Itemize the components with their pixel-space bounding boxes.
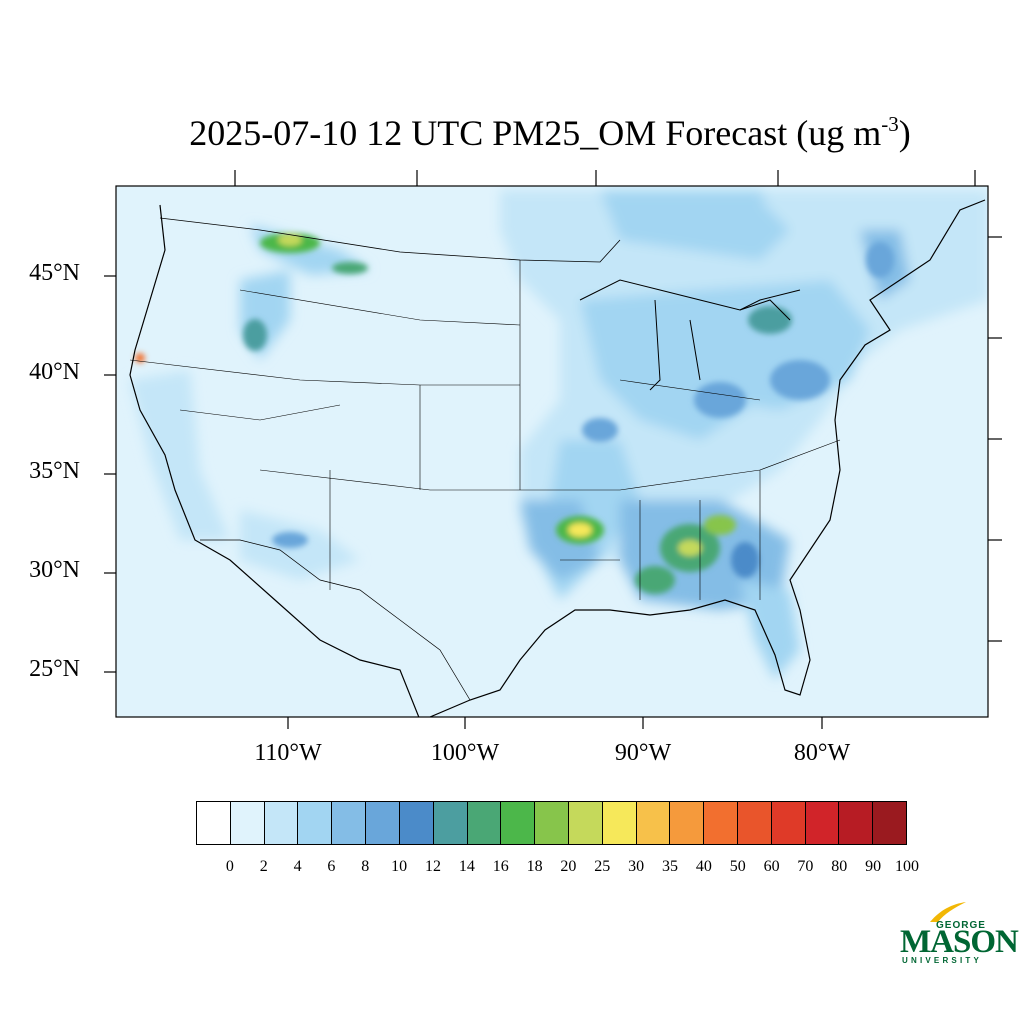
lat-label-45: 45°N — [29, 260, 80, 286]
colorbar-cell — [839, 802, 874, 844]
colorbar-label: 35 — [662, 858, 678, 875]
colorbar-label: 100 — [895, 858, 919, 875]
boundaries — [129, 199, 986, 717]
colorbar-label: 10 — [391, 858, 408, 875]
colorbar-cell — [805, 802, 840, 844]
colorbar-cell — [230, 802, 265, 844]
title-suffix: ) — [898, 113, 911, 153]
colorbar-label: 0 — [225, 858, 234, 875]
colorbar-cell — [501, 802, 536, 844]
colorbar-label: 8 — [361, 858, 370, 875]
colorbar-label: 20 — [560, 858, 577, 875]
colorbar-label: 14 — [458, 858, 475, 875]
colorbar-cell — [602, 802, 637, 844]
title-text: 2025-07-10 12 UTC PM25_OM Forecast (ug m — [189, 113, 882, 153]
colorbar-label: 30 — [628, 858, 645, 875]
colorbar-label: 12 — [425, 858, 441, 875]
logo-swoosh-icon — [930, 902, 966, 922]
colorbar-label: 6 — [327, 858, 336, 875]
colorbar-label: 18 — [526, 858, 543, 875]
figure-title: 2025-07-10 12 UTC PM25_OM Forecast (ug m… — [0, 112, 1024, 154]
university-logo: GEORGE MASON UNIVERSITY — [898, 898, 1019, 968]
colorbar-cell — [298, 802, 333, 844]
lat-label-35: 35°N — [29, 458, 80, 484]
colorbar-cell — [738, 802, 772, 844]
colorbar-cell — [670, 802, 705, 844]
colorbar-label: 16 — [492, 858, 509, 875]
colorbar-label: 60 — [763, 858, 780, 875]
colorbar-cell — [197, 802, 231, 844]
hotspots — [135, 233, 894, 594]
lat-label-40: 40°N — [29, 359, 80, 385]
axis-ticks — [104, 170, 1002, 729]
logo-line-university: UNIVERSITY — [902, 956, 983, 965]
colorbar-cell — [535, 802, 569, 844]
colorbar-cell — [704, 802, 738, 844]
colorbar-label: 90 — [865, 858, 882, 875]
logo-line-george: GEORGE — [936, 920, 986, 931]
lon-label-110: 110°W — [254, 740, 322, 766]
colorbar-cell — [264, 802, 299, 844]
colorbar-cell — [366, 802, 400, 844]
map-frame — [115, 185, 989, 718]
lon-label-80: 80°W — [793, 740, 851, 766]
colorbar-label: 4 — [293, 858, 302, 875]
colorbar-cell — [433, 802, 468, 844]
colorbar-label: 70 — [797, 858, 814, 875]
colorbar-cell — [332, 802, 367, 844]
title-superscript: -3 — [881, 112, 899, 136]
colorbar-cell — [467, 802, 502, 844]
colorbar-label: 50 — [729, 858, 746, 875]
colorbar-cell — [771, 802, 806, 844]
lat-label-30: 30°N — [29, 557, 80, 583]
lon-label-100: 100°W — [430, 740, 500, 766]
colorbar-cell — [399, 802, 434, 844]
colorbar-label: 40 — [695, 858, 712, 875]
colorbar-cell — [636, 802, 671, 844]
logo-line-mason: MASON — [900, 924, 1019, 960]
colorbar-label: 2 — [259, 858, 268, 875]
colorbar-cell — [873, 802, 907, 844]
lon-label-90: 90°W — [614, 740, 672, 766]
colorbar-label: 25 — [594, 858, 611, 875]
lat-label-25: 25°N — [29, 656, 80, 682]
map-field — [116, 186, 988, 717]
colorbar — [196, 801, 907, 845]
colorbar-label: 80 — [831, 858, 848, 875]
colorbar-cell — [568, 802, 603, 844]
